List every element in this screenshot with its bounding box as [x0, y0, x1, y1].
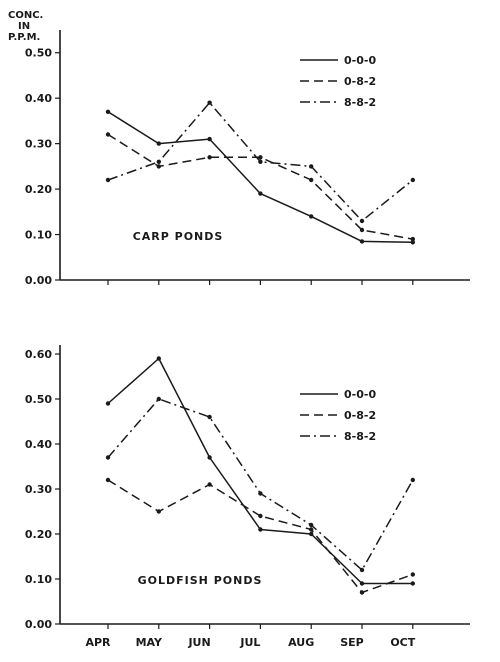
data-point: [156, 509, 161, 514]
y-axis-label: CONC.: [8, 10, 43, 21]
series-line-0-0-0: [107, 111, 413, 244]
legend-label: 8-8-2: [344, 430, 376, 443]
data-point: [258, 191, 263, 196]
legend: 0-0-0 0-8-2 8-8-2: [300, 54, 376, 109]
y-tick-label: 0.40: [25, 438, 52, 451]
data-point: [410, 236, 415, 242]
data-point: [105, 109, 111, 115]
y-axis-label: IN: [18, 21, 30, 32]
data-point: [258, 527, 263, 532]
series-line-0-8-2: [107, 133, 413, 240]
legend-label: 0-8-2: [344, 75, 376, 88]
data-point: [207, 482, 212, 487]
data-point: [156, 356, 161, 361]
data-point: [410, 177, 415, 183]
data-point: [207, 136, 212, 142]
data-point: [207, 455, 212, 460]
y-axis-label: P.P.M.: [8, 32, 40, 43]
y-tick-label: 0.50: [25, 393, 52, 406]
legend-label: 0-8-2: [344, 409, 376, 422]
y-tick-label: 0.00: [25, 618, 52, 631]
data-point: [105, 401, 111, 406]
y-tick-label: 0.60: [25, 348, 52, 361]
data-point: [105, 132, 111, 137]
data-point: [309, 531, 314, 537]
y-tick-label: 0.10: [25, 573, 52, 586]
data-point: [156, 141, 161, 146]
x-tick-label: JUN: [187, 636, 210, 649]
data-point: [156, 159, 161, 164]
data-point: [258, 491, 263, 496]
x-tick-label: SEP: [340, 636, 364, 649]
data-point: [359, 567, 365, 573]
data-point: [258, 155, 263, 160]
data-point: [258, 513, 263, 519]
data-point: [359, 218, 365, 224]
data-point: [258, 159, 263, 164]
legend-label: 8-8-2: [344, 96, 376, 109]
data-point: [309, 177, 314, 183]
y-tick-label: 0.40: [25, 92, 52, 105]
x-tick-label: OCT: [390, 636, 415, 649]
y-tick-label: 0.30: [25, 483, 52, 496]
carp-ponds-chart: 0.00 0.10 0.20 0.30 0.40 0.50 CONC.INP.P.M. 0-0…: [8, 10, 470, 287]
data-point: [309, 214, 314, 219]
goldfish-ponds-chart: 0.00 0.10 0.20 0.30 0.40 0.50 0.60 APR MAY JUN JUL…: [25, 345, 470, 649]
data-point: [207, 414, 212, 420]
data-point: [207, 100, 212, 105]
data-point: [156, 396, 161, 402]
data-point: [156, 164, 161, 169]
y-tick-label: 0.20: [25, 183, 52, 196]
chart-annotation: CARP PONDS: [133, 230, 224, 243]
data-point: [309, 522, 314, 528]
data-point: [105, 455, 111, 460]
x-tick-label: AUG: [288, 636, 314, 649]
y-tick-label: 0.20: [25, 528, 52, 541]
y-tick-label: 0.50: [25, 47, 52, 60]
x-tick-label: JUL: [239, 636, 260, 649]
data-point: [410, 240, 415, 245]
data-point: [207, 155, 212, 160]
x-tick-label: APR: [85, 636, 111, 649]
y-tick-label: 0.30: [25, 138, 52, 151]
series-line-8-8-2: [107, 398, 414, 571]
data-point: [309, 164, 314, 169]
data-point: [359, 227, 365, 233]
data-point: [359, 581, 365, 586]
data-point: [359, 590, 365, 595]
data-point: [105, 177, 111, 183]
data-point: [410, 581, 415, 586]
data-point: [410, 477, 415, 483]
x-tick-label: MAY: [136, 636, 163, 649]
y-tick-label: 0.00: [25, 274, 52, 287]
data-point: [105, 477, 111, 483]
data-point: [410, 572, 415, 577]
legend: 0-0-0 0-8-2 8-8-2: [300, 388, 376, 443]
data-point: [309, 527, 314, 532]
chart-annotation: GOLDFISH PONDS: [138, 574, 263, 587]
data-point: [359, 239, 365, 244]
legend-label: 0-0-0: [344, 388, 376, 401]
y-tick-label: 0.10: [25, 229, 52, 242]
legend-label: 0-0-0: [344, 54, 376, 67]
